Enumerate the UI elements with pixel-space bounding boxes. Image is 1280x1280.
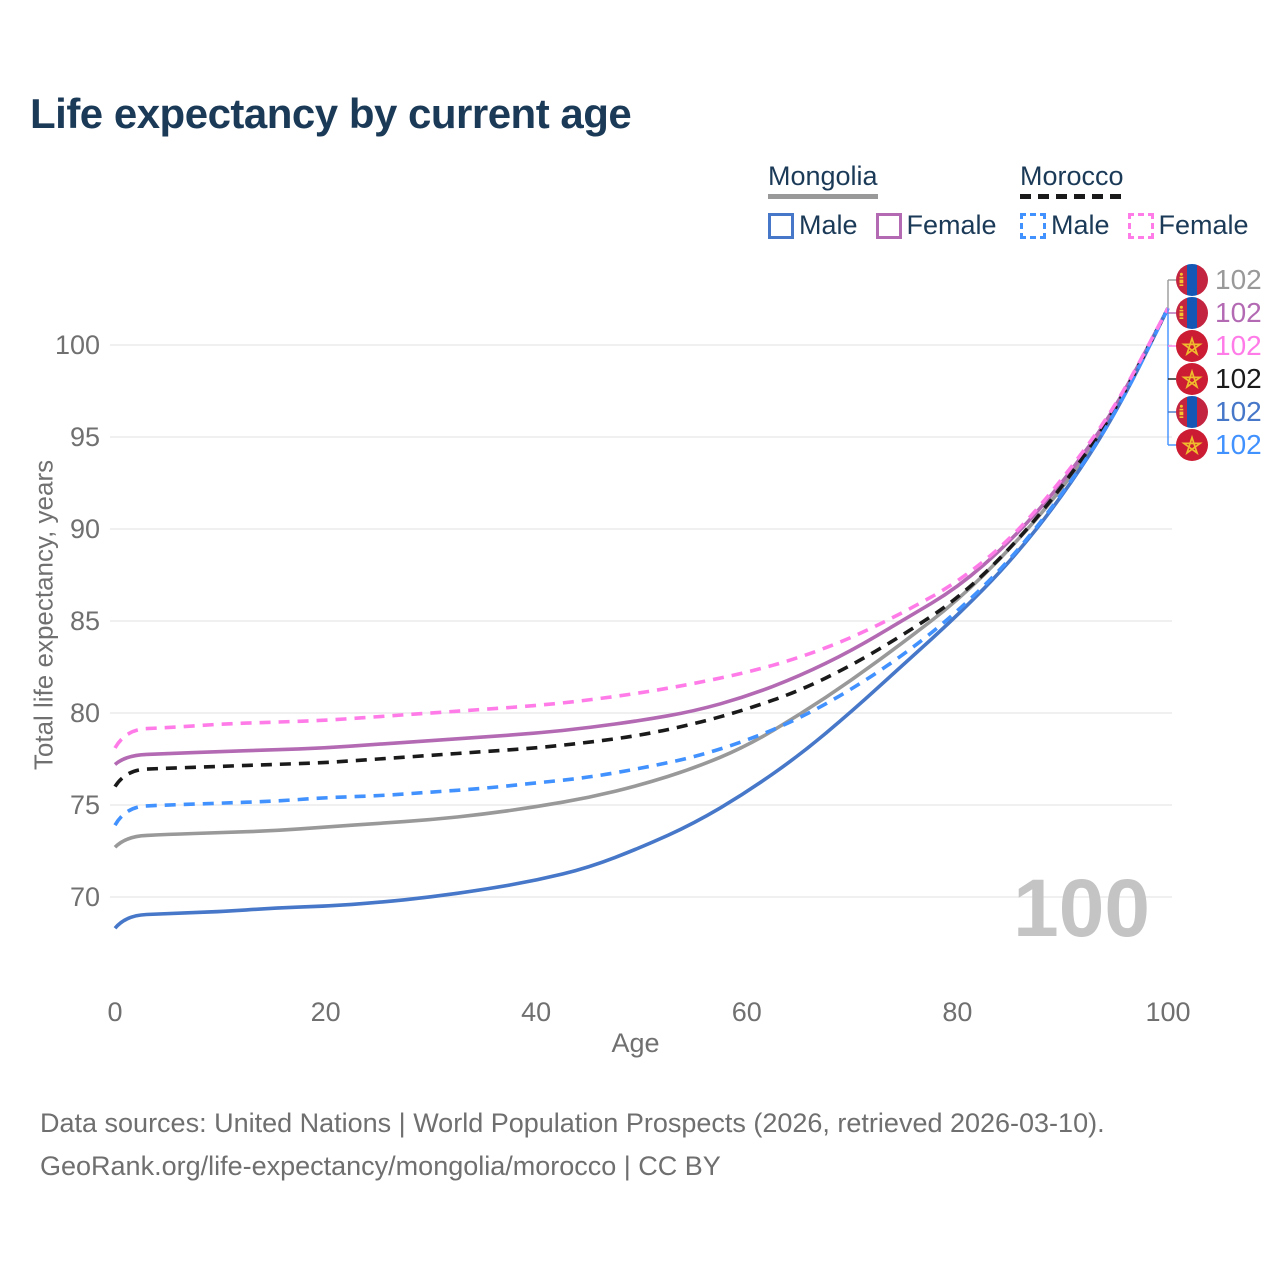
legend-label-mongolia-male[interactable]: Male	[799, 210, 858, 240]
x-tick-label: 60	[731, 997, 762, 1027]
series-end-label: 102	[1176, 428, 1262, 462]
chart-line-morocco-male[interactable]	[113, 307, 1170, 827]
legend-swatch-morocco-male[interactable]	[1020, 212, 1046, 239]
x-tick-label: 20	[310, 997, 341, 1027]
page-title: Life expectancy by current age	[30, 90, 632, 137]
series-end-label: 102	[1176, 395, 1262, 429]
series-end-label: 102	[1176, 362, 1262, 396]
series-end-label: 102	[1176, 263, 1262, 297]
end-label-value: 102	[1215, 363, 1262, 394]
legend-group-mongolia: Mongolia Male Female	[768, 162, 1015, 241]
age-frame-watermark: 100	[1013, 863, 1150, 954]
y-tick-label: 85	[69, 606, 100, 636]
end-label-value: 102	[1215, 297, 1262, 328]
x-axis-title: Age	[611, 1028, 660, 1058]
chart-line-morocco-both-sexes[interactable]	[113, 307, 1170, 788]
chart-line-mongolia-male[interactable]	[113, 307, 1170, 930]
mongolia-flag-icon	[1176, 264, 1208, 296]
end-label-value: 102	[1215, 264, 1262, 295]
x-tick-label: 100	[1145, 997, 1191, 1027]
legend-label-mongolia-female[interactable]: Female	[906, 210, 997, 240]
end-label-value: 102	[1215, 429, 1262, 460]
mongolia-flag-icon	[1176, 297, 1208, 329]
series-end-label: 102	[1176, 329, 1262, 363]
y-tick-label: 80	[69, 698, 100, 728]
legend-country-morocco: Morocco	[1020, 161, 1124, 191]
legend-swatch-mongolia-male[interactable]	[768, 212, 794, 239]
footer-data-sources: Data sources: United Nations | World Pop…	[40, 1108, 1105, 1138]
morocco-flag-icon	[1176, 429, 1208, 461]
legend-label-morocco-female[interactable]: Female	[1158, 210, 1249, 240]
y-tick-label: 95	[69, 422, 100, 452]
mongolia-flag-icon	[1176, 396, 1208, 428]
legend-line-sample-dashed	[1020, 194, 1126, 199]
chart-line-mongolia-female[interactable]	[113, 307, 1170, 766]
y-tick-label: 100	[54, 330, 100, 360]
chart-line-mongolia-both-sexes[interactable]	[113, 307, 1170, 849]
end-label-value: 102	[1215, 396, 1262, 427]
x-tick-label: 0	[107, 997, 123, 1027]
y-tick-label: 70	[69, 882, 100, 912]
x-tick-label: 40	[521, 997, 552, 1027]
x-tick-label: 80	[942, 997, 973, 1027]
morocco-flag-icon	[1176, 363, 1208, 395]
y-tick-label: 75	[69, 790, 100, 820]
legend-line-sample-solid	[768, 194, 878, 199]
legend-group-morocco: Morocco Male Female	[1020, 162, 1267, 241]
footer: Data sources: United Nations | World Pop…	[40, 1102, 1105, 1188]
chart-line-morocco-female[interactable]	[113, 307, 1170, 749]
end-label-value: 102	[1215, 330, 1262, 361]
legend-label-morocco-male[interactable]: Male	[1051, 210, 1110, 240]
morocco-flag-icon	[1176, 330, 1208, 362]
y-tick-label: 90	[69, 514, 100, 544]
series-end-label: 102	[1176, 296, 1262, 330]
legend-swatch-mongolia-female[interactable]	[875, 212, 902, 239]
footer-attribution: GeoRank.org/life-expectancy/mongolia/mor…	[40, 1151, 721, 1181]
legend-country-mongolia: Mongolia	[768, 161, 878, 191]
legend-swatch-morocco-female[interactable]	[1127, 212, 1154, 239]
